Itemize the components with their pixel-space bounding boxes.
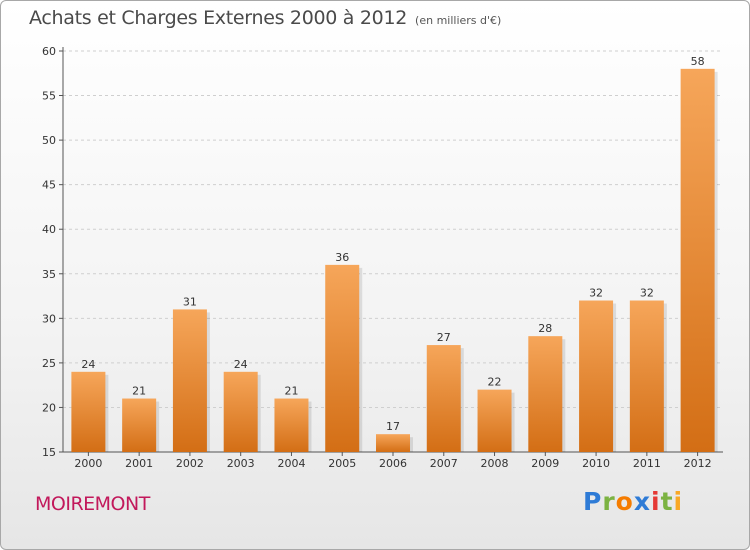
bar (274, 398, 309, 452)
logo-letter: o (615, 487, 634, 516)
x-tick-label: 2007 (430, 457, 458, 470)
bar-value-label: 17 (386, 420, 400, 433)
logo-letter: i (673, 487, 684, 516)
bar (629, 300, 664, 452)
x-tick-label: 2000 (74, 457, 102, 470)
y-tick-label: 40 (42, 223, 56, 236)
bar (325, 264, 360, 452)
bar (426, 345, 461, 452)
bar (223, 371, 258, 452)
y-tick-label: 20 (42, 401, 56, 414)
title-block: Achats et Charges Externes 2000 à 2012 (e… (29, 7, 501, 29)
bar-value-label: 24 (234, 358, 248, 371)
logo-letter: P (583, 487, 603, 516)
x-tick-label: 2004 (277, 457, 305, 470)
x-tick-label: 2003 (227, 457, 255, 470)
bar-value-label: 58 (691, 55, 705, 68)
chart-subtitle: (en milliers d'€) (415, 14, 502, 27)
bar (477, 389, 512, 452)
y-tick-label: 15 (42, 446, 56, 459)
y-tick-label: 30 (42, 312, 56, 325)
labels: 15 20 25 30 35 40 45 50 55 60 24 2000 21 2001 31 2002 24… (42, 45, 712, 470)
x-tick-label: 2012 (684, 457, 712, 470)
x-tick-label: 2011 (633, 457, 661, 470)
y-tick-label: 50 (42, 134, 56, 147)
proxiti-logo: Proxiti (583, 487, 683, 516)
y-tick-label: 35 (42, 268, 56, 281)
bar-value-label: 24 (81, 358, 95, 371)
axes (59, 47, 723, 456)
bar (680, 68, 715, 453)
y-tick-label: 45 (42, 179, 56, 192)
bar-value-label: 28 (538, 322, 552, 335)
logo-letter: t (660, 487, 674, 516)
x-tick-label: 2008 (481, 457, 509, 470)
chart-title: Achats et Charges Externes 2000 à 2012 (29, 7, 408, 29)
logo-letter: i (651, 487, 661, 516)
bar-value-label: 21 (284, 385, 298, 398)
bar (579, 300, 614, 452)
bar (376, 434, 410, 452)
y-tick-label: 25 (42, 357, 56, 370)
bar (172, 309, 207, 452)
gridlines (63, 50, 723, 453)
bars (71, 68, 718, 453)
logo-letter: r (602, 487, 616, 516)
x-tick-label: 2005 (328, 457, 356, 470)
x-tick-label: 2006 (379, 457, 407, 470)
bar-value-label: 27 (437, 331, 451, 344)
x-tick-label: 2010 (582, 457, 610, 470)
bar (122, 398, 157, 452)
x-tick-label: 2001 (125, 457, 153, 470)
bar-value-label: 21 (132, 385, 146, 398)
bar-value-label: 32 (640, 287, 654, 300)
bar-value-label: 32 (589, 287, 603, 300)
y-tick-label: 55 (42, 90, 56, 103)
bar-value-label: 36 (335, 251, 349, 264)
bar (71, 371, 106, 452)
bar (528, 336, 563, 452)
x-tick-label: 2002 (176, 457, 204, 470)
location-name: MOIREMONT (35, 493, 150, 515)
x-tick-label: 2009 (531, 457, 559, 470)
bar-value-label: 22 (488, 376, 502, 389)
y-tick-label: 60 (42, 45, 56, 58)
bar-value-label: 31 (183, 295, 197, 308)
logo-letter: x (633, 487, 651, 516)
